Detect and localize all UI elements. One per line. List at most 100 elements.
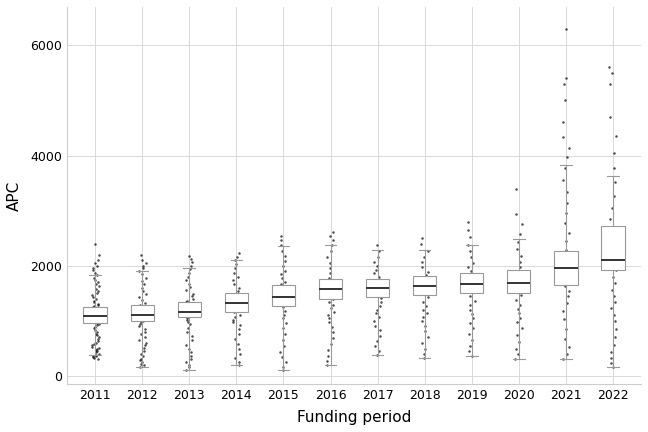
Point (181, 317, 192, 324)
Point (186, 349, 196, 356)
Point (87, 311, 97, 318)
Point (137, 257, 147, 264)
Point (373, 254, 384, 261)
Point (371, 310, 382, 317)
Point (93, 283, 104, 290)
Point (468, 324, 478, 331)
Point (181, 299, 191, 306)
Point (465, 279, 476, 286)
Point (229, 281, 239, 288)
Point (559, 164, 570, 171)
Point (86, 316, 97, 323)
Point (138, 318, 148, 324)
Point (135, 350, 146, 357)
Point (91, 353, 101, 359)
Point (423, 247, 434, 254)
Point (229, 265, 240, 272)
Point (233, 287, 244, 294)
Point (562, 265, 573, 272)
Point (421, 302, 432, 309)
Point (140, 342, 150, 349)
Point (328, 282, 338, 289)
Point (92, 346, 102, 353)
Point (375, 333, 385, 340)
Point (465, 248, 475, 255)
Point (375, 276, 386, 283)
Point (92, 317, 102, 324)
Point (139, 345, 150, 352)
Point (91, 319, 102, 326)
Point (609, 192, 619, 199)
Point (187, 295, 198, 302)
Point (465, 254, 476, 261)
Point (610, 334, 621, 340)
Point (418, 306, 428, 313)
Point (89, 355, 99, 362)
Point (463, 241, 474, 248)
Point (137, 271, 148, 278)
Point (560, 283, 570, 290)
Point (277, 263, 288, 270)
Point (276, 297, 286, 304)
Point (91, 351, 101, 358)
Point (185, 302, 196, 309)
Point (610, 178, 620, 185)
Point (511, 345, 521, 352)
Point (234, 325, 244, 332)
Point (419, 275, 429, 282)
Point (464, 330, 474, 337)
Point (328, 302, 338, 308)
Point (327, 289, 338, 295)
Point (93, 336, 103, 343)
Point (375, 295, 386, 302)
Point (138, 353, 148, 360)
Point (89, 302, 100, 309)
Point (278, 363, 288, 370)
Point (184, 364, 194, 371)
Point (468, 315, 478, 322)
Point (564, 274, 575, 281)
Point (136, 360, 146, 367)
Point (323, 274, 334, 281)
Point (181, 328, 192, 335)
Point (183, 345, 194, 352)
Point (329, 335, 339, 342)
Point (87, 314, 97, 321)
Point (86, 343, 97, 350)
Point (234, 330, 244, 337)
Point (185, 356, 196, 362)
Point (558, 355, 568, 362)
Point (277, 247, 287, 254)
Point (374, 347, 384, 354)
Point (465, 293, 475, 300)
Point (227, 291, 238, 298)
Point (135, 251, 146, 258)
Point (137, 284, 148, 291)
Point (515, 281, 525, 288)
Point (88, 309, 98, 316)
Point (88, 264, 98, 271)
Point (228, 300, 238, 307)
Point (227, 319, 238, 326)
Point (93, 356, 104, 362)
Point (138, 287, 148, 294)
Point (187, 290, 198, 297)
Point (93, 313, 104, 320)
Point (467, 259, 478, 266)
Point (90, 303, 100, 310)
Point (141, 274, 151, 281)
Point (511, 211, 521, 218)
Point (562, 299, 572, 306)
Point (92, 328, 102, 335)
Point (515, 230, 525, 237)
PathPatch shape (413, 276, 436, 295)
Point (417, 259, 427, 266)
Point (138, 306, 148, 313)
Point (465, 319, 475, 326)
Point (605, 216, 616, 223)
Point (89, 340, 99, 347)
Point (369, 270, 380, 277)
Point (374, 248, 384, 255)
Point (375, 273, 385, 280)
Point (510, 355, 520, 362)
